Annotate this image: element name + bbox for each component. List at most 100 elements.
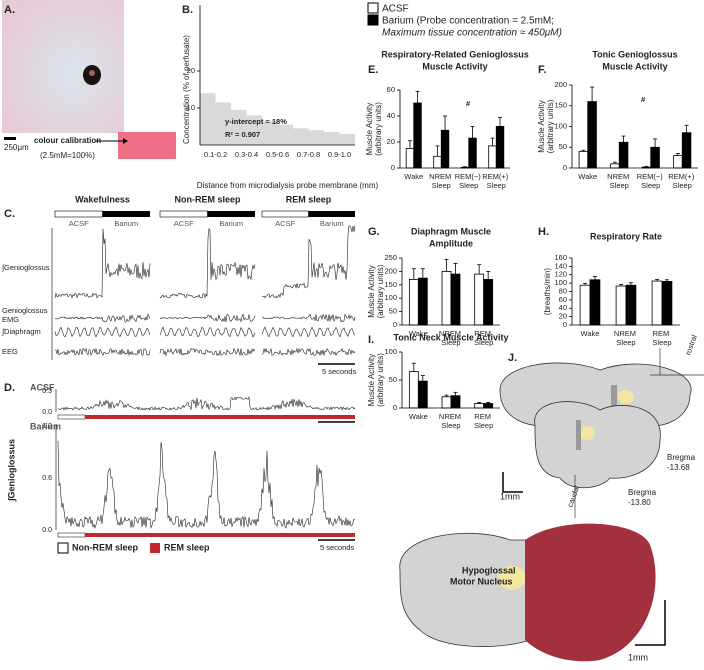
error-bar bbox=[619, 283, 624, 287]
x-tick-label: 0.7-0.8 bbox=[297, 150, 320, 159]
hypnogram bbox=[85, 533, 355, 537]
condition-bar bbox=[159, 210, 208, 218]
annotation: R² = 0.907 bbox=[225, 130, 260, 139]
x-tick-label: Wake bbox=[578, 172, 597, 181]
y-tick-label: 10 bbox=[187, 103, 195, 112]
error-bar bbox=[486, 401, 491, 404]
panel-label: B. bbox=[182, 4, 193, 16]
error-bar bbox=[453, 262, 458, 275]
scale-bar bbox=[635, 600, 666, 646]
scale-label: 5 seconds bbox=[322, 367, 356, 376]
panel-label: C. bbox=[4, 208, 15, 220]
probe-track bbox=[576, 420, 581, 450]
y-axis-label: Concentration (% of perfusate) bbox=[182, 35, 191, 144]
chart-title: Tonic Genioglossus bbox=[592, 49, 677, 59]
condition-label: ACSF bbox=[174, 219, 194, 228]
bar bbox=[440, 129, 450, 169]
y-axis-label: (arbitrary units) bbox=[374, 102, 383, 156]
condition-bar bbox=[308, 211, 355, 217]
bar bbox=[339, 133, 355, 145]
scale-label: 5 seconds bbox=[320, 543, 354, 552]
y-tick-label: 0.0 bbox=[42, 527, 52, 534]
panel-label: D. bbox=[4, 382, 15, 394]
nucleus bbox=[579, 426, 595, 440]
y-tick-label: 40 bbox=[387, 111, 395, 120]
legend-note: Maximum tissue concentration ≈ 450μM) bbox=[382, 28, 562, 39]
condition-bar bbox=[207, 211, 255, 217]
probe-track bbox=[611, 385, 617, 420]
trace-label: ACSF bbox=[30, 382, 55, 392]
chart-title: Tonic Neck Muscle Activity bbox=[393, 332, 508, 342]
bar bbox=[495, 126, 505, 169]
bar bbox=[246, 115, 262, 145]
nucleus-label: Motor Nucleus bbox=[450, 576, 513, 586]
arrow-head bbox=[123, 138, 128, 144]
error-bar bbox=[684, 124, 689, 133]
x-tick-label: Wake bbox=[409, 412, 428, 421]
y-tick-label: 0.0 bbox=[42, 409, 52, 416]
error-bar bbox=[443, 115, 448, 131]
calibration-label: colour calibration bbox=[34, 136, 101, 145]
condition-label: Barium bbox=[114, 219, 138, 228]
row-label: EEG bbox=[2, 347, 18, 356]
y-tick-label: 60 bbox=[559, 295, 567, 304]
x-tick-label: NREM Sleep bbox=[607, 172, 631, 190]
error-bar bbox=[621, 135, 626, 143]
trace bbox=[57, 395, 356, 411]
bar bbox=[433, 155, 442, 169]
error-bar bbox=[470, 126, 475, 139]
tissue-image bbox=[2, 0, 124, 133]
trace bbox=[57, 440, 356, 529]
x-axis-label: Distance from microdialysis probe membra… bbox=[197, 181, 379, 190]
y-tick-label: 150 bbox=[554, 101, 567, 110]
legend-swatch bbox=[150, 543, 160, 553]
bar bbox=[293, 128, 309, 145]
x-tick-label: REM Sleep bbox=[652, 329, 671, 347]
x-tick-label: NREM Sleep bbox=[439, 412, 463, 430]
slice-caudal bbox=[534, 401, 661, 489]
x-tick-label: REM Sleep bbox=[474, 329, 493, 347]
bar bbox=[587, 101, 597, 169]
chart-title: Diaphragm Muscle bbox=[411, 226, 491, 236]
trace bbox=[261, 313, 356, 323]
bregma-label: -13.80 bbox=[628, 498, 651, 507]
panel-label: H. bbox=[538, 226, 549, 238]
bar bbox=[262, 120, 278, 145]
scale-label: 1mm bbox=[628, 652, 648, 662]
chart-title: Muscle Activity bbox=[602, 61, 667, 71]
condition-label: ACSF bbox=[69, 219, 89, 228]
bar bbox=[277, 124, 293, 145]
row-label: Genioglossus bbox=[2, 306, 48, 315]
error-bar bbox=[490, 137, 495, 146]
y-tick-label: 0 bbox=[393, 320, 397, 329]
bar bbox=[450, 273, 461, 326]
legend-label: REM sleep bbox=[164, 542, 210, 552]
scale-label: 250μm bbox=[4, 143, 29, 152]
state-label: REM sleep bbox=[286, 194, 332, 204]
error-bar bbox=[644, 165, 649, 168]
y-axis-label: ∫Genioglossus bbox=[6, 439, 16, 502]
error-bar bbox=[444, 258, 449, 272]
panel-label: J. bbox=[508, 352, 517, 364]
y-axis-label: Muscle Activity bbox=[365, 103, 374, 155]
bar bbox=[610, 163, 620, 169]
x-tick-label: Wake bbox=[409, 329, 428, 338]
panel-label: A. bbox=[4, 4, 15, 16]
bar bbox=[417, 380, 428, 409]
bar bbox=[474, 403, 485, 409]
y-tick-label: 160 bbox=[554, 253, 567, 262]
trace bbox=[55, 313, 151, 323]
error-bar bbox=[444, 394, 449, 397]
trace bbox=[159, 227, 256, 299]
error-bar bbox=[477, 401, 482, 404]
row-label: EMG bbox=[2, 315, 19, 324]
y-tick-label: 60 bbox=[387, 85, 395, 94]
bar bbox=[615, 285, 627, 326]
legend-swatch bbox=[57, 542, 69, 554]
error-bar bbox=[498, 116, 503, 127]
x-tick-label: 0.9-1.0 bbox=[328, 150, 351, 159]
error-bar bbox=[628, 282, 633, 286]
y-tick-label: 120 bbox=[554, 270, 567, 279]
y-tick-label: 0 bbox=[393, 403, 397, 412]
